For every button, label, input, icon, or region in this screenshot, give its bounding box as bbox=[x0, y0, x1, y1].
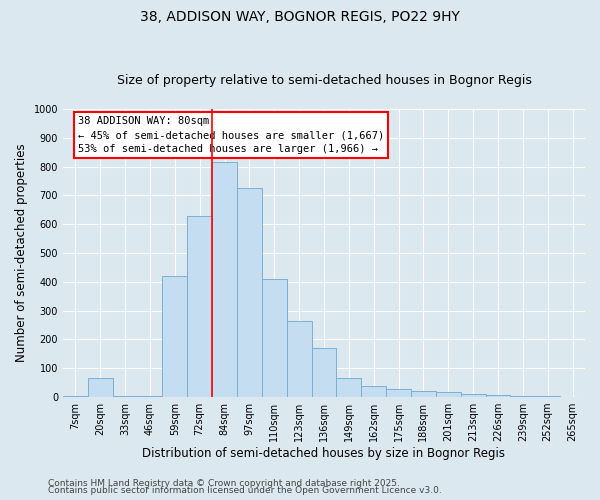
Bar bbox=[212, 162, 237, 397]
Bar bbox=[560, 396, 585, 397]
Bar bbox=[163, 276, 187, 397]
Text: 38, ADDISON WAY, BOGNOR REGIS, PO22 9HY: 38, ADDISON WAY, BOGNOR REGIS, PO22 9HY bbox=[140, 10, 460, 24]
Text: 38 ADDISON WAY: 80sqm
← 45% of semi-detached houses are smaller (1,667)
53% of s: 38 ADDISON WAY: 80sqm ← 45% of semi-deta… bbox=[78, 116, 384, 154]
X-axis label: Distribution of semi-detached houses by size in Bognor Regis: Distribution of semi-detached houses by … bbox=[142, 447, 505, 460]
Bar bbox=[485, 396, 511, 397]
Bar bbox=[113, 396, 137, 397]
Bar bbox=[535, 396, 560, 397]
Bar bbox=[262, 279, 287, 397]
Bar bbox=[287, 320, 311, 397]
Bar bbox=[386, 389, 411, 397]
Bar bbox=[337, 378, 361, 397]
Text: Contains HM Land Registry data © Crown copyright and database right 2025.: Contains HM Land Registry data © Crown c… bbox=[48, 478, 400, 488]
Bar bbox=[88, 378, 113, 397]
Bar bbox=[311, 348, 337, 397]
Bar bbox=[411, 392, 436, 397]
Text: Contains public sector information licensed under the Open Government Licence v3: Contains public sector information licen… bbox=[48, 486, 442, 495]
Bar bbox=[137, 396, 163, 397]
Bar bbox=[511, 396, 535, 397]
Bar bbox=[361, 386, 386, 397]
Bar bbox=[237, 188, 262, 397]
Y-axis label: Number of semi-detached properties: Number of semi-detached properties bbox=[15, 144, 28, 362]
Bar bbox=[461, 394, 485, 397]
Title: Size of property relative to semi-detached houses in Bognor Regis: Size of property relative to semi-detach… bbox=[116, 74, 532, 87]
Bar bbox=[187, 216, 212, 397]
Bar bbox=[63, 396, 88, 397]
Bar bbox=[436, 392, 461, 397]
